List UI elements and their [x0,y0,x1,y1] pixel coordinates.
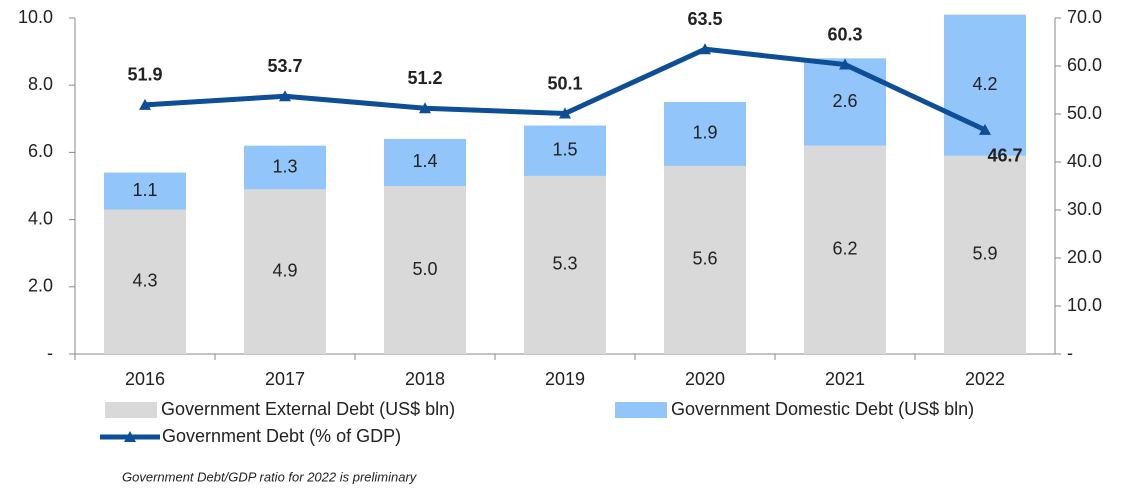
y2-tick-label: 10.0 [1067,295,1102,315]
bar [524,175,606,354]
marker [139,98,151,110]
bar [804,58,886,146]
x-tick-label: 2018 [405,369,445,389]
x-tick-label: 2021 [825,369,865,389]
y-tick-label: 2.0 [28,276,53,296]
legend-swatch [615,402,667,418]
y2-tick-label: 40.0 [1067,151,1102,171]
bar [664,165,746,354]
x-tick-label: 2020 [685,369,725,389]
x-tick-label: 2019 [545,369,585,389]
bar [524,125,606,176]
bar-label: 5.6 [692,249,717,269]
legend-label: Government External Debt (US$ bln) [161,399,455,419]
bar [104,209,186,354]
marker [419,102,431,114]
line-label: 51.2 [407,68,442,88]
y2-tick-label: 20.0 [1067,247,1102,267]
bar-label: 2.6 [832,91,857,111]
bar-label: 6.2 [832,239,857,259]
line-label: 51.9 [127,65,162,85]
bar [244,145,326,190]
marker [839,58,851,70]
marker [559,107,571,119]
marker [979,123,991,135]
footnote: Government Debt/GDP ratio for 2022 is pr… [122,469,418,484]
y-tick-label: 4.0 [28,208,53,228]
x-tick-label: 2016 [125,369,165,389]
x-tick-label: 2017 [265,369,305,389]
legend-label: Government Debt (% of GDP) [162,426,401,446]
y2-tick-label: - [1067,343,1073,363]
bar-label: 1.9 [692,123,717,143]
marker [279,90,291,102]
y-tick-label: 6.0 [28,141,53,161]
bar-label: 1.4 [412,151,437,171]
bar [944,155,1026,354]
bar [804,145,886,354]
line-label: 46.7 [987,146,1022,166]
bar [664,102,746,166]
legend-swatch [105,402,157,418]
bar-label: 4.3 [132,271,157,291]
bar-label: 5.3 [552,254,577,274]
bar [384,186,466,354]
bar-label: 1.3 [272,156,297,176]
y-tick-label: - [47,343,53,363]
bar-label: 4.2 [972,74,997,94]
bar [244,189,326,354]
marker [699,43,711,55]
legend-label: Government Domestic Debt (US$ bln) [671,399,974,419]
bar-label: 1.5 [552,139,577,159]
line-label: 53.7 [267,56,302,76]
x-tick-label: 2022 [965,369,1005,389]
y2-tick-label: 50.0 [1067,103,1102,123]
y-tick-label: 8.0 [28,74,53,94]
line-label: 50.1 [547,73,582,93]
line-label: 60.3 [827,24,862,44]
legend-marker [124,431,136,442]
line-label: 63.5 [687,9,722,29]
bar-label: 5.9 [972,244,997,264]
bar-label: 1.1 [132,180,157,200]
bar [104,172,186,210]
bar [384,138,466,186]
bar-label: 5.0 [412,259,437,279]
y2-tick-label: 70.0 [1067,7,1102,27]
y2-tick-label: 60.0 [1067,55,1102,75]
y2-tick-label: 30.0 [1067,199,1102,219]
y-tick-label: 10.0 [18,7,53,27]
bar-label: 4.9 [272,260,297,280]
